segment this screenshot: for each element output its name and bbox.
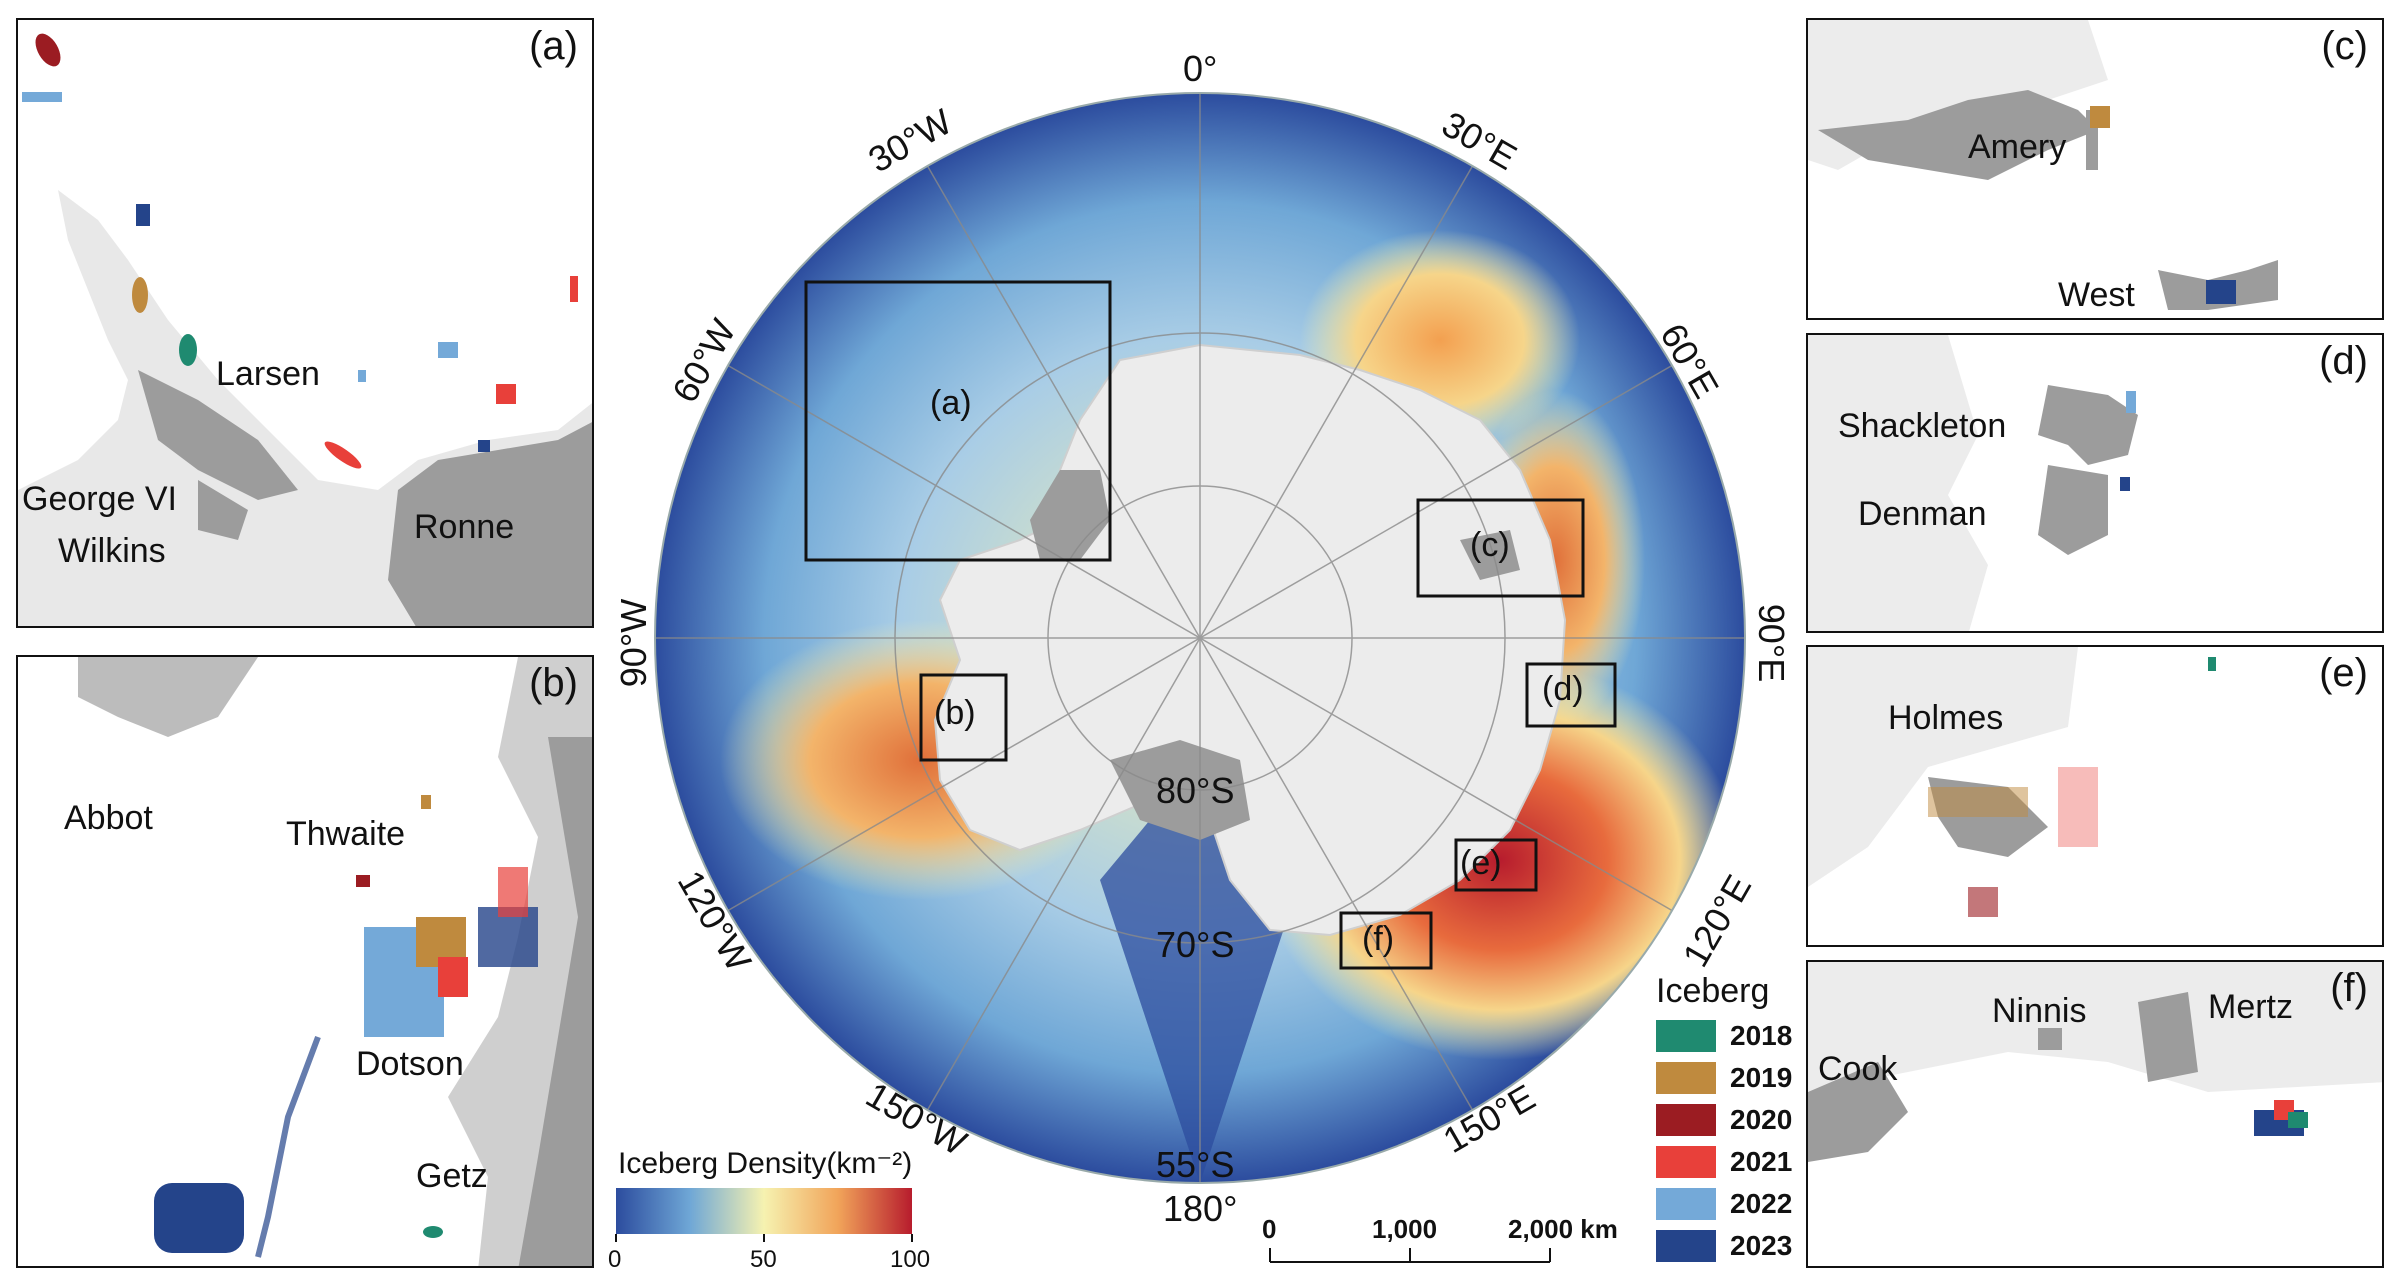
box-label-b: (b) (934, 694, 976, 732)
legend-swatch (1656, 1188, 1716, 1220)
legend-item-2019: 2019 (1656, 1062, 1792, 1094)
legend-year-label: 2021 (1730, 1146, 1793, 1177)
feature-label-denman: Denman (1858, 495, 1987, 533)
box-label-a: (a) (930, 384, 972, 422)
legend-year-label: 2023 (1730, 1230, 1793, 1261)
scalebar-tick-0: 0 (1262, 1214, 1277, 1244)
legend-swatch (1656, 1104, 1716, 1136)
legend-item-2021: 2021 (1656, 1146, 1792, 1178)
inset-map-c (1808, 20, 2278, 310)
panel-label-f: (f) (2330, 966, 2368, 1010)
feature-label-larsen: Larsen (216, 355, 320, 393)
box-label-f: (f) (1362, 920, 1395, 958)
legend-item-2018: 2018 (1656, 1020, 1792, 1052)
graticule (655, 93, 1745, 1183)
lat-label-70s: 70°S (1156, 924, 1235, 965)
inset-panel-a: (a) Larsen George VI Wilkins Ronne (16, 18, 594, 628)
lat-label-55s: 55°S (1156, 1144, 1235, 1185)
feature-label-amery: Amery (1968, 128, 2067, 166)
map-outline (654, 92, 1746, 1184)
inset-panel-e: (e) Holmes (1806, 645, 2384, 947)
scalebar-tick-2000: 2,000 km (1508, 1214, 1618, 1244)
inset-box-c (1416, 498, 1585, 598)
legend-swatch (1656, 1230, 1716, 1262)
legend-swatch (1656, 1020, 1716, 1052)
feature-label-george-vi: George VI (22, 480, 177, 518)
legend-swatch (1656, 1146, 1716, 1178)
feature-label-cook: Cook (1818, 1050, 1898, 1088)
feature-label-ronne: Ronne (414, 508, 515, 546)
lon-label-180: 180° (1163, 1188, 1238, 1229)
box-label-e: (e) (1460, 844, 1502, 882)
legend-year-label: 2020 (1730, 1104, 1793, 1135)
inset-box-e (1454, 838, 1538, 892)
legend-title: Iceberg (1656, 972, 1770, 1010)
feature-label-shackleton: Shackleton (1838, 407, 2007, 445)
panel-label-c: (c) (2321, 24, 2368, 68)
inset-panel-c: (c) Amery West (1806, 18, 2384, 320)
scalebar-tick-1000: 1,000 (1372, 1214, 1438, 1244)
lon-label-90w: 90°W (613, 598, 655, 688)
colorbar-tick-0: 0 (608, 1246, 622, 1273)
inset-map-f (1808, 962, 2382, 1162)
legend-swatch (1656, 1062, 1716, 1094)
legend-year-label: 2018 (1730, 1020, 1793, 1051)
colorbar-title: Iceberg Density(km⁻²) (618, 1147, 913, 1180)
legend-year-label: 2022 (1730, 1188, 1793, 1219)
inset-map-d (1808, 335, 2138, 631)
feature-label-ninnis: Ninnis (1992, 992, 2087, 1030)
feature-label-west: West (2058, 276, 2135, 314)
inset-box-f (1339, 911, 1433, 970)
colorbar-tick-50: 50 (750, 1246, 777, 1273)
lat-label-80s: 80°S (1156, 770, 1235, 811)
box-label-c: (c) (1470, 526, 1510, 564)
legend-item-2023: 2023 (1656, 1230, 1792, 1262)
ice-shelf-ross (1110, 740, 1250, 840)
panel-label-e: (e) (2319, 651, 2368, 695)
feature-label-getz: Getz (416, 1157, 488, 1195)
inset-panel-f: (f) Ninnis Mertz Cook (1806, 960, 2384, 1268)
legend-item-2020: 2020 (1656, 1104, 1792, 1136)
inset-map-e (1808, 647, 2216, 917)
colorbar-tick-100: 100 (890, 1246, 931, 1273)
feature-label-dotson: Dotson (356, 1045, 464, 1083)
inset-box-b (919, 673, 1008, 762)
feature-label-wilkins: Wilkins (58, 532, 166, 570)
inset-panel-d: (d) Shackleton Denman (1806, 333, 2384, 633)
inset-panel-b: (b) Abbot Thwaite Dotson Getz (16, 655, 594, 1268)
inset-map-a (18, 33, 592, 626)
scale-bar (1269, 1248, 1551, 1263)
inset-box-d (1525, 662, 1617, 728)
feature-label-holmes: Holmes (1888, 699, 2004, 737)
feature-label-mertz: Mertz (2208, 988, 2293, 1026)
inset-map-b (78, 657, 592, 1266)
ice-shelf-ronne (1030, 470, 1110, 560)
panel-label-d: (d) (2319, 339, 2368, 383)
legend-year-label: 2019 (1730, 1062, 1793, 1093)
ice-shelf-amery (1460, 530, 1520, 580)
lon-label-0: 0° (1183, 48, 1218, 89)
feature-label-abbot: Abbot (64, 799, 153, 837)
lon-label-90e: 90°E (1751, 603, 1793, 683)
inset-box-a (804, 280, 1112, 562)
box-label-d: (d) (1542, 670, 1584, 708)
feature-label-thwaite: Thwaite (286, 815, 406, 853)
panel-label-a: (a) (529, 24, 578, 68)
panel-label-b: (b) (529, 661, 578, 705)
legend-item-2022: 2022 (1656, 1188, 1792, 1220)
colorbar-gradient (616, 1188, 912, 1234)
